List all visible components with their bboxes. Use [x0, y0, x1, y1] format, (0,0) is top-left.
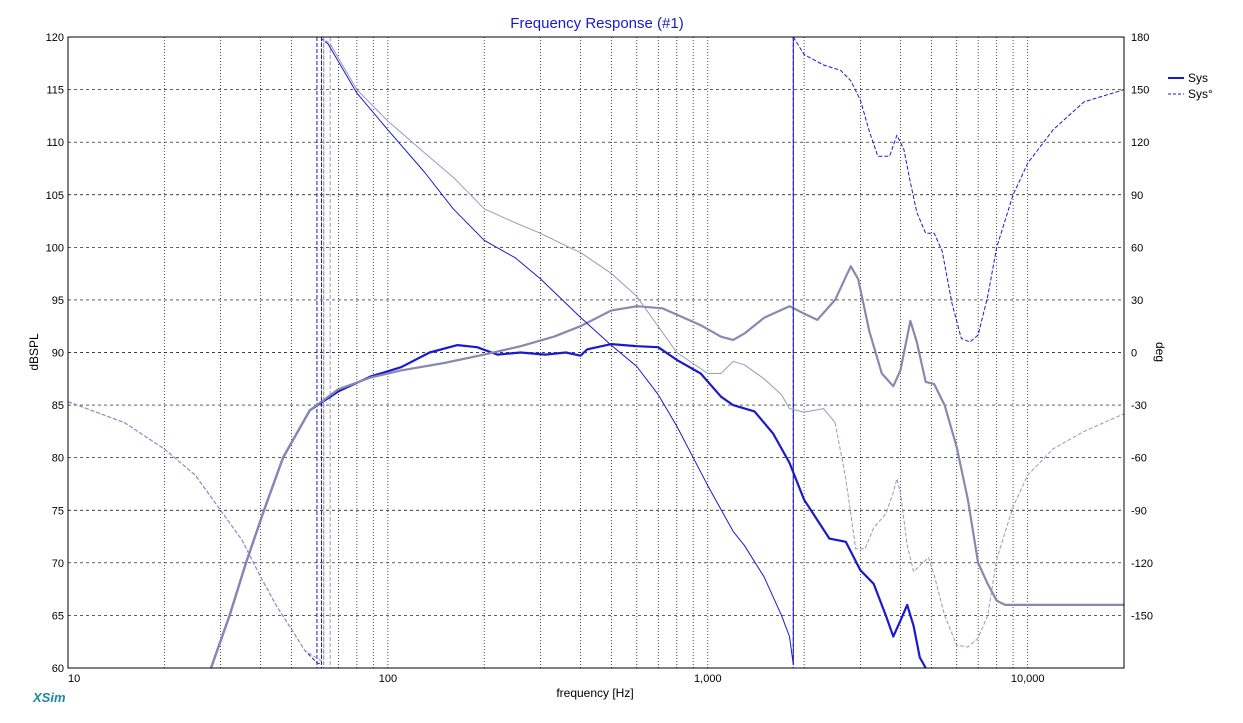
y2-tick-label: 180	[1131, 32, 1149, 44]
x-axis-label: frequency [Hz]	[556, 686, 633, 700]
series-line-6-phase	[329, 43, 836, 423]
y-tick-label: 110	[46, 137, 64, 149]
right-axis-ticks: -150 -120 -90 -60 -30 0 30 60 90 120 150 180	[1131, 32, 1153, 622]
y2-tick-label: 90	[1131, 190, 1143, 202]
series-line-5-phase	[67, 38, 331, 665]
y2-axis-label: deg	[1153, 342, 1167, 362]
xsim-brand: XSim	[32, 690, 66, 705]
series-line-3-phase	[327, 37, 794, 665]
y-tick-label: 75	[52, 505, 64, 517]
y2-tick-label: 60	[1131, 242, 1143, 254]
x-tick-label: 10,000	[1011, 673, 1045, 685]
y-tick-label: 95	[52, 295, 64, 307]
y2-tick-label: 150	[1131, 85, 1149, 97]
series-lines	[67, 36, 1125, 669]
series-line-7-phase	[834, 413, 1125, 648]
y-tick-label: 120	[46, 32, 64, 44]
x-tick-label: 100	[379, 673, 397, 685]
y-tick-label: 70	[52, 558, 64, 570]
y2-tick-label: -150	[1131, 610, 1153, 622]
x-axis-ticks: 10 100 1,000 10,000	[68, 673, 1045, 685]
legend: Sys Sys°	[1168, 71, 1213, 101]
y2-tick-label: 120	[1131, 137, 1149, 149]
y2-tick-label: 30	[1131, 295, 1143, 307]
x-tick-label: 10	[68, 673, 80, 685]
chart-title: Frequency Response (#1)	[510, 15, 683, 32]
y2-tick-label: -90	[1131, 505, 1147, 517]
y2-tick-label: -120	[1131, 558, 1153, 570]
y-tick-label: 100	[46, 242, 64, 254]
y-tick-label: 60	[52, 663, 64, 675]
plot-area-border	[67, 36, 1125, 669]
x-tick-label: 1,000	[694, 673, 722, 685]
legend-label: Sys°	[1188, 87, 1213, 101]
y2-tick-label: -60	[1131, 453, 1147, 465]
series-line-4-phase	[792, 36, 1125, 343]
y-tick-label: 105	[46, 190, 64, 202]
grid	[68, 37, 1124, 668]
left-axis-ticks: 60 65 70 75 80 85 90 95 100 105 110 115 120	[46, 32, 64, 675]
series-line-1-magnitude	[209, 265, 1124, 669]
series-line-2-phase	[67, 38, 329, 665]
legend-label: Sys	[1188, 71, 1208, 85]
y2-tick-label: 0	[1131, 348, 1137, 360]
y2-tick-label: -30	[1131, 400, 1147, 412]
series-line-0-magnitude	[209, 343, 927, 669]
y-tick-label: 65	[52, 610, 64, 622]
y-tick-label: 115	[46, 85, 64, 97]
y-tick-label: 85	[52, 400, 64, 412]
y-tick-label: 80	[52, 453, 64, 465]
y-tick-label: 90	[52, 348, 64, 360]
y-axis-label: dBSPL	[27, 333, 41, 371]
